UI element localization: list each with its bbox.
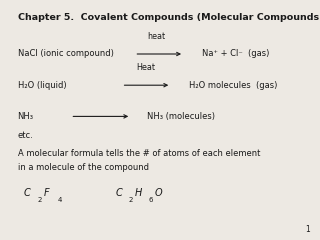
Text: Na⁺ + Cl⁻  (gas): Na⁺ + Cl⁻ (gas) <box>202 49 269 59</box>
Text: in a molecule of the compound: in a molecule of the compound <box>18 163 148 173</box>
Text: H: H <box>135 188 142 198</box>
Text: C: C <box>24 188 31 198</box>
Text: heat: heat <box>148 32 166 41</box>
Text: C: C <box>115 188 122 198</box>
Text: etc.: etc. <box>18 131 33 140</box>
Text: NaCl (ionic compound): NaCl (ionic compound) <box>18 49 114 59</box>
Text: 6: 6 <box>148 197 153 203</box>
Text: A molecular formula tells the # of atoms of each element: A molecular formula tells the # of atoms… <box>18 149 260 158</box>
Text: 2: 2 <box>129 197 133 203</box>
Text: Chapter 5.  Covalent Compounds (Molecular Compounds): Chapter 5. Covalent Compounds (Molecular… <box>18 13 320 22</box>
Text: O: O <box>155 188 163 198</box>
Text: NH₃ (molecules): NH₃ (molecules) <box>147 112 215 121</box>
Text: 2: 2 <box>37 197 42 203</box>
Text: 1: 1 <box>306 225 310 234</box>
Text: F: F <box>44 188 50 198</box>
Text: H₂O (liquid): H₂O (liquid) <box>18 81 66 90</box>
Text: NH₃: NH₃ <box>18 112 34 121</box>
Text: Heat: Heat <box>136 63 155 72</box>
Text: 4: 4 <box>57 197 62 203</box>
Text: H₂O molecules  (gas): H₂O molecules (gas) <box>189 81 277 90</box>
